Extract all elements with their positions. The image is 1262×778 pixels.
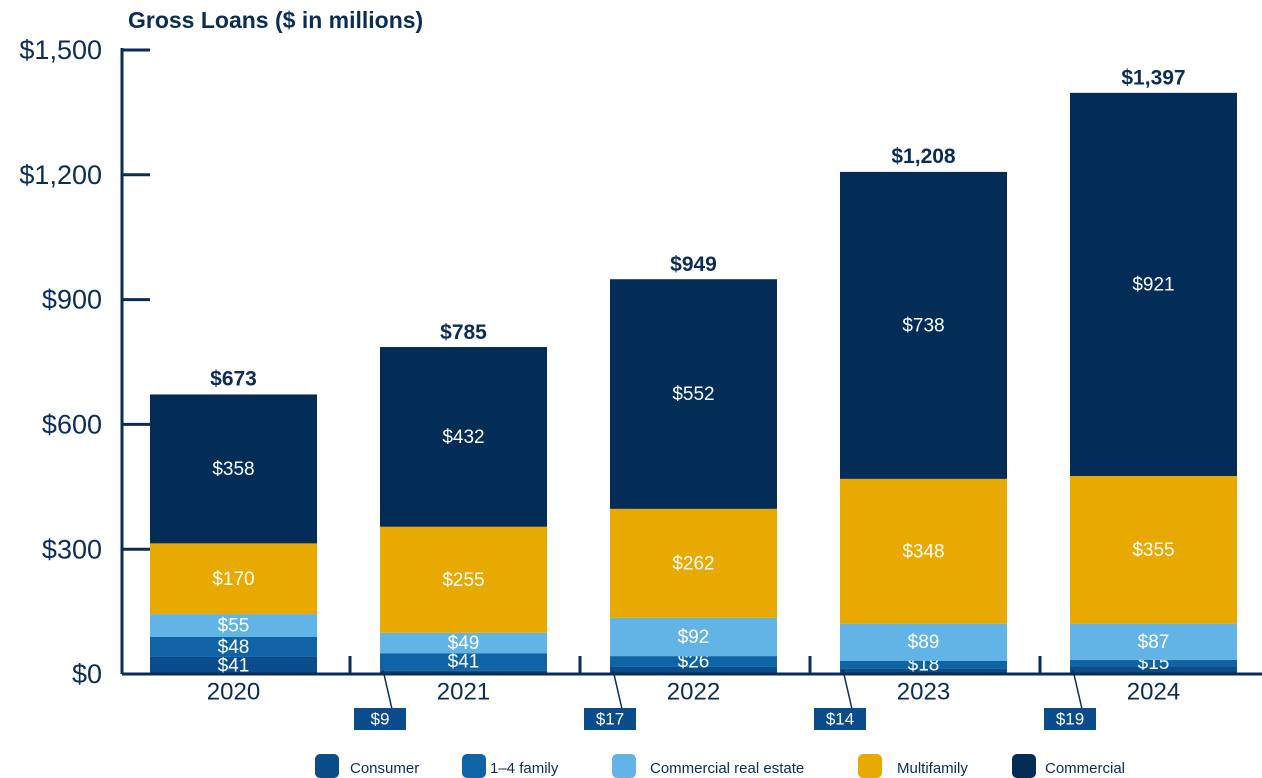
legend-swatch [612,754,636,778]
total-label: $1,397 [1121,66,1185,89]
y-tick-label: $600 [42,410,102,440]
total-label: $949 [670,253,717,276]
segment-label: $41 [448,652,480,673]
bar-segment [1070,92,1237,476]
bar-segment [610,666,777,674]
segment-label: $92 [678,627,710,648]
callout-box [584,708,636,730]
y-tick-label: $1,500 [19,35,102,65]
bar-segment [1070,623,1237,660]
segment-label: $255 [442,570,484,591]
segment-label: $355 [1132,540,1174,561]
bar-segment [1070,475,1237,624]
legend-swatch [1012,754,1036,778]
x-tick-label: 2020 [207,678,260,705]
y-tick-label: $300 [42,534,102,564]
segment-label: $262 [672,553,714,574]
bar-segment [610,656,777,667]
y-tick-label: $0 [72,659,102,689]
bar-segment [610,617,777,657]
legend-swatch [315,754,339,778]
total-label: $1,208 [891,145,956,168]
x-tick-label: 2022 [667,678,720,705]
callout-label: $19 [1056,709,1084,728]
legend-label: Commercial real estate [650,760,804,777]
x-tick-label: 2023 [897,678,950,705]
segment-label: $170 [212,569,254,590]
bar-segment [150,656,317,674]
callout-line [612,669,623,710]
bar-segment [1070,659,1237,667]
bar-segment [840,171,1007,479]
legend-label: Multifamily [897,760,968,777]
total-label: $673 [210,368,257,391]
bar-segment [380,670,547,674]
bar-segment [840,660,1007,669]
chart-title: Gross Loans ($ in millions) [128,7,423,33]
bar-segment [380,632,547,654]
bar-segment [150,614,317,637]
segment-label: $348 [902,541,944,562]
segment-label: $41 [218,655,250,676]
segment-label: $87 [1138,632,1170,653]
bar-segment [840,478,1007,624]
legend-label: 1–4 family [490,760,559,777]
callout-box [814,708,866,730]
callout-label: $17 [596,709,624,728]
segment-label: $26 [678,652,710,673]
segment-label: $358 [212,459,254,480]
callout-label: $14 [826,709,854,728]
total-label: $785 [440,321,487,344]
callout-box [354,708,406,730]
segment-label: $432 [442,427,484,448]
segment-label: $49 [448,633,480,654]
bar-segment [840,668,1007,674]
bar-segment [1070,666,1237,674]
bar-segment [380,653,547,671]
segment-label: $89 [908,632,940,653]
x-tick-label: 2021 [437,678,490,705]
bar-segment [380,526,547,633]
segment-label: $738 [902,315,944,336]
bar-segment [610,508,777,618]
callout-line [382,669,393,710]
segment-label: $921 [1132,274,1174,295]
y-tick-label: $1,200 [19,160,102,190]
legend-label: Consumer [350,760,419,777]
bar-segment [610,279,777,509]
bar-segment [380,347,547,527]
callout-box [1044,708,1096,730]
x-tick-label: 2024 [1127,678,1180,705]
callout-label: $9 [371,709,390,728]
legend-swatch [858,754,882,778]
bar-segment [840,623,1007,661]
segment-label: $552 [672,384,714,405]
legend-label: Commercial [1045,760,1125,777]
legend-swatch [462,754,486,778]
callout-line [1072,669,1083,710]
bar-segment [150,636,317,657]
segment-label: $55 [218,616,250,637]
callout-line [842,669,853,710]
bar-segment [150,394,317,544]
y-tick-label: $900 [42,285,102,315]
bar-segment [150,543,317,615]
segment-label: $48 [218,637,250,658]
